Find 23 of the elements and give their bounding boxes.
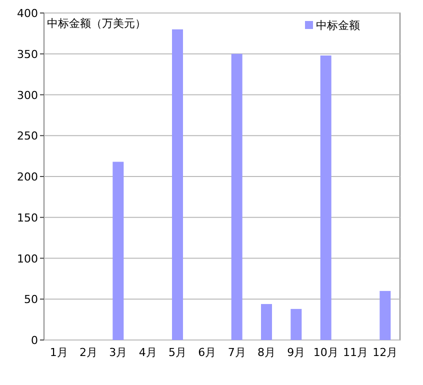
x-tick-label: 4月 [138, 346, 157, 359]
x-tick-label: 3月 [109, 346, 128, 359]
y-tick-label: 250 [17, 130, 38, 143]
legend-label: 中标金额 [316, 19, 360, 32]
x-tick-label: 12月 [372, 346, 398, 359]
x-tick-label: 5月 [168, 346, 186, 359]
y-tick-label: 0 [31, 334, 38, 347]
y-tick-label: 400 [17, 7, 38, 20]
x-tick-label: 6月 [198, 346, 216, 359]
x-tick-label: 9月 [287, 346, 306, 359]
x-tick-label: 10月 [313, 346, 338, 359]
x-tick-label: 1月 [50, 346, 68, 359]
y-tick-label: 50 [24, 293, 38, 306]
x-tick-label: 7月 [228, 346, 246, 359]
x-tick-label: 8月 [258, 346, 276, 359]
y-tick-label: 150 [17, 211, 38, 224]
y-tick-label: 100 [17, 252, 38, 266]
y-tick-label: 200 [17, 170, 38, 184]
x-tick-label: 2月 [80, 346, 98, 359]
y-tick-label: 300 [17, 88, 38, 102]
x-tick-label: 11月 [343, 346, 368, 359]
y-tick-label: 350 [17, 48, 38, 61]
y-axis-title: 中标金额（万美元） [47, 17, 146, 30]
